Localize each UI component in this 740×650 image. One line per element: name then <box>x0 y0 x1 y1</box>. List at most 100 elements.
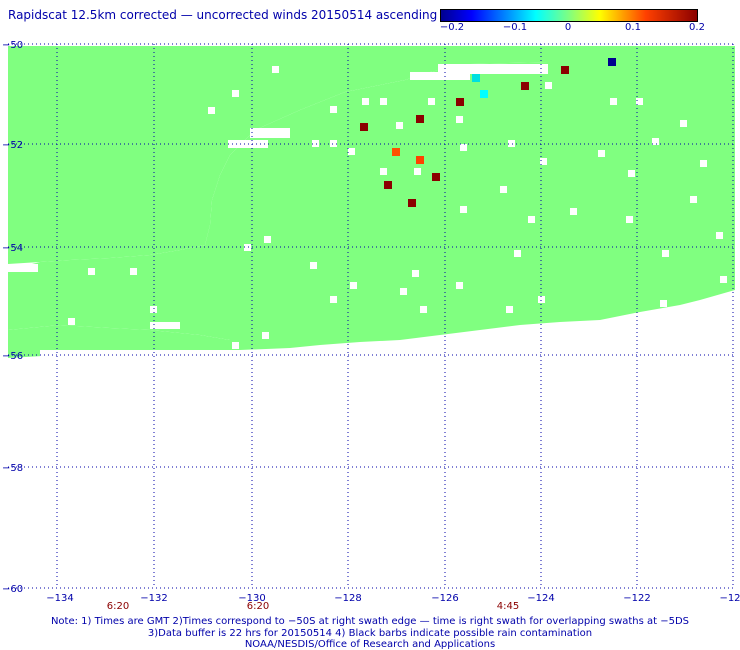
gap-cell <box>626 216 633 223</box>
data-cell <box>472 74 480 82</box>
data-cell <box>408 199 416 207</box>
gap-cell <box>414 168 421 175</box>
gap-cell <box>380 168 387 175</box>
gap-cell <box>88 268 95 275</box>
swath-time: 6:20 <box>107 601 129 612</box>
gap-cell <box>500 186 507 193</box>
gap-cell <box>250 128 290 138</box>
gap-cell <box>680 120 687 127</box>
gap-cell <box>380 98 387 105</box>
data-cell <box>561 66 569 74</box>
gap-cell <box>410 72 470 80</box>
lon-label: −130 <box>238 593 265 604</box>
gap-cell <box>652 138 659 145</box>
gap-cell <box>460 144 467 151</box>
colorbar-tick: 0.1 <box>625 22 641 33</box>
gap-cell <box>232 90 239 97</box>
gap-cell <box>662 250 669 257</box>
gap-cell <box>610 98 617 105</box>
lon-label: −126 <box>431 593 458 604</box>
gap-cell <box>150 306 157 313</box>
gap-cell <box>438 64 548 74</box>
gap-cell <box>330 106 337 113</box>
swath-band <box>8 325 240 358</box>
lat-label: −58 <box>2 463 23 474</box>
gap-cell <box>130 268 137 275</box>
gap-cell <box>508 140 515 147</box>
lat-label: −60 <box>2 584 23 595</box>
gap-cell <box>312 140 319 147</box>
colorbar-tick: −0.1 <box>502 22 528 33</box>
gap-cell <box>598 150 605 157</box>
data-cell <box>416 156 424 164</box>
gap-cell <box>660 300 667 307</box>
gap-cell <box>350 282 357 289</box>
credit-line: NOAA/NESDIS/Office of Research and Appli… <box>244 639 496 650</box>
gap-cell <box>396 122 403 129</box>
swath-band <box>8 46 548 264</box>
swath-time: 4:45 <box>497 601 519 612</box>
gap-cell <box>460 206 467 213</box>
swath-time-labels: 6:20 6:20 4:45 <box>107 601 519 612</box>
data-cell <box>456 98 464 106</box>
gap-cell <box>506 306 513 313</box>
gap-cell <box>8 264 38 272</box>
data-cell <box>521 82 529 90</box>
lon-label: −122 <box>623 593 650 604</box>
colorbar <box>440 9 698 22</box>
graticule <box>8 43 735 589</box>
swath-time: 6:20 <box>247 601 269 612</box>
gap-cell <box>150 322 180 329</box>
lon-label: −134 <box>46 593 73 604</box>
gap-cell <box>208 107 215 114</box>
lat-label: −56 <box>2 351 23 362</box>
data-cell <box>360 123 368 131</box>
latitude-labels: −50 −52 −54 −56 −58 −60 <box>2 40 23 595</box>
colorbar-tick: 0 <box>564 22 572 33</box>
gap-cell <box>720 276 727 283</box>
gap-cell <box>362 98 369 105</box>
gap-cell <box>244 244 251 251</box>
note-line: Note: 1) Times are GMT 2)Times correspon… <box>50 616 690 627</box>
gap-cell <box>310 262 317 269</box>
colorbar-tick: 0.2 <box>689 22 705 33</box>
chart-title: Rapidscat 12.5km corrected — uncorrected… <box>8 8 438 22</box>
gap-cell <box>570 208 577 215</box>
data-cell <box>432 173 440 181</box>
gap-cell <box>628 170 635 177</box>
gap-cell <box>264 236 271 243</box>
colorbar-tick: −0.2 <box>439 22 465 33</box>
gap-cell <box>68 318 75 325</box>
gap-cell <box>330 140 337 147</box>
gap-cell <box>400 288 407 295</box>
gap-cell <box>528 216 535 223</box>
lat-label: −50 <box>2 40 23 51</box>
gap-cell <box>636 98 643 105</box>
swath-coverage <box>8 46 735 358</box>
gap-cell <box>262 332 269 339</box>
gap-cell <box>545 82 552 89</box>
gap-cell <box>428 98 435 105</box>
gap-cell <box>412 270 419 277</box>
gap-cell <box>456 116 463 123</box>
gap-cell <box>690 196 697 203</box>
note-line: 3)Data buffer is 22 hrs for 20150514 4) … <box>147 628 593 639</box>
lon-label: −12 <box>719 593 740 604</box>
gap-cell <box>480 330 487 337</box>
data-cell <box>480 90 488 98</box>
lon-label: −132 <box>140 593 167 604</box>
gap-cell <box>700 160 707 167</box>
data-cell <box>384 181 392 189</box>
gap-cell <box>420 306 427 313</box>
gap-cell <box>272 66 279 73</box>
data-cell <box>392 148 400 156</box>
gap-cell <box>232 342 239 349</box>
gap-cell <box>330 296 337 303</box>
gap-cell <box>538 296 545 303</box>
gap-cell <box>40 350 240 358</box>
gap-cell <box>514 250 521 257</box>
longitude-labels: −134 −132 −130 −128 −126 −124 −122 −12 <box>46 593 740 604</box>
lon-label: −124 <box>527 593 554 604</box>
lon-label: −128 <box>334 593 361 604</box>
